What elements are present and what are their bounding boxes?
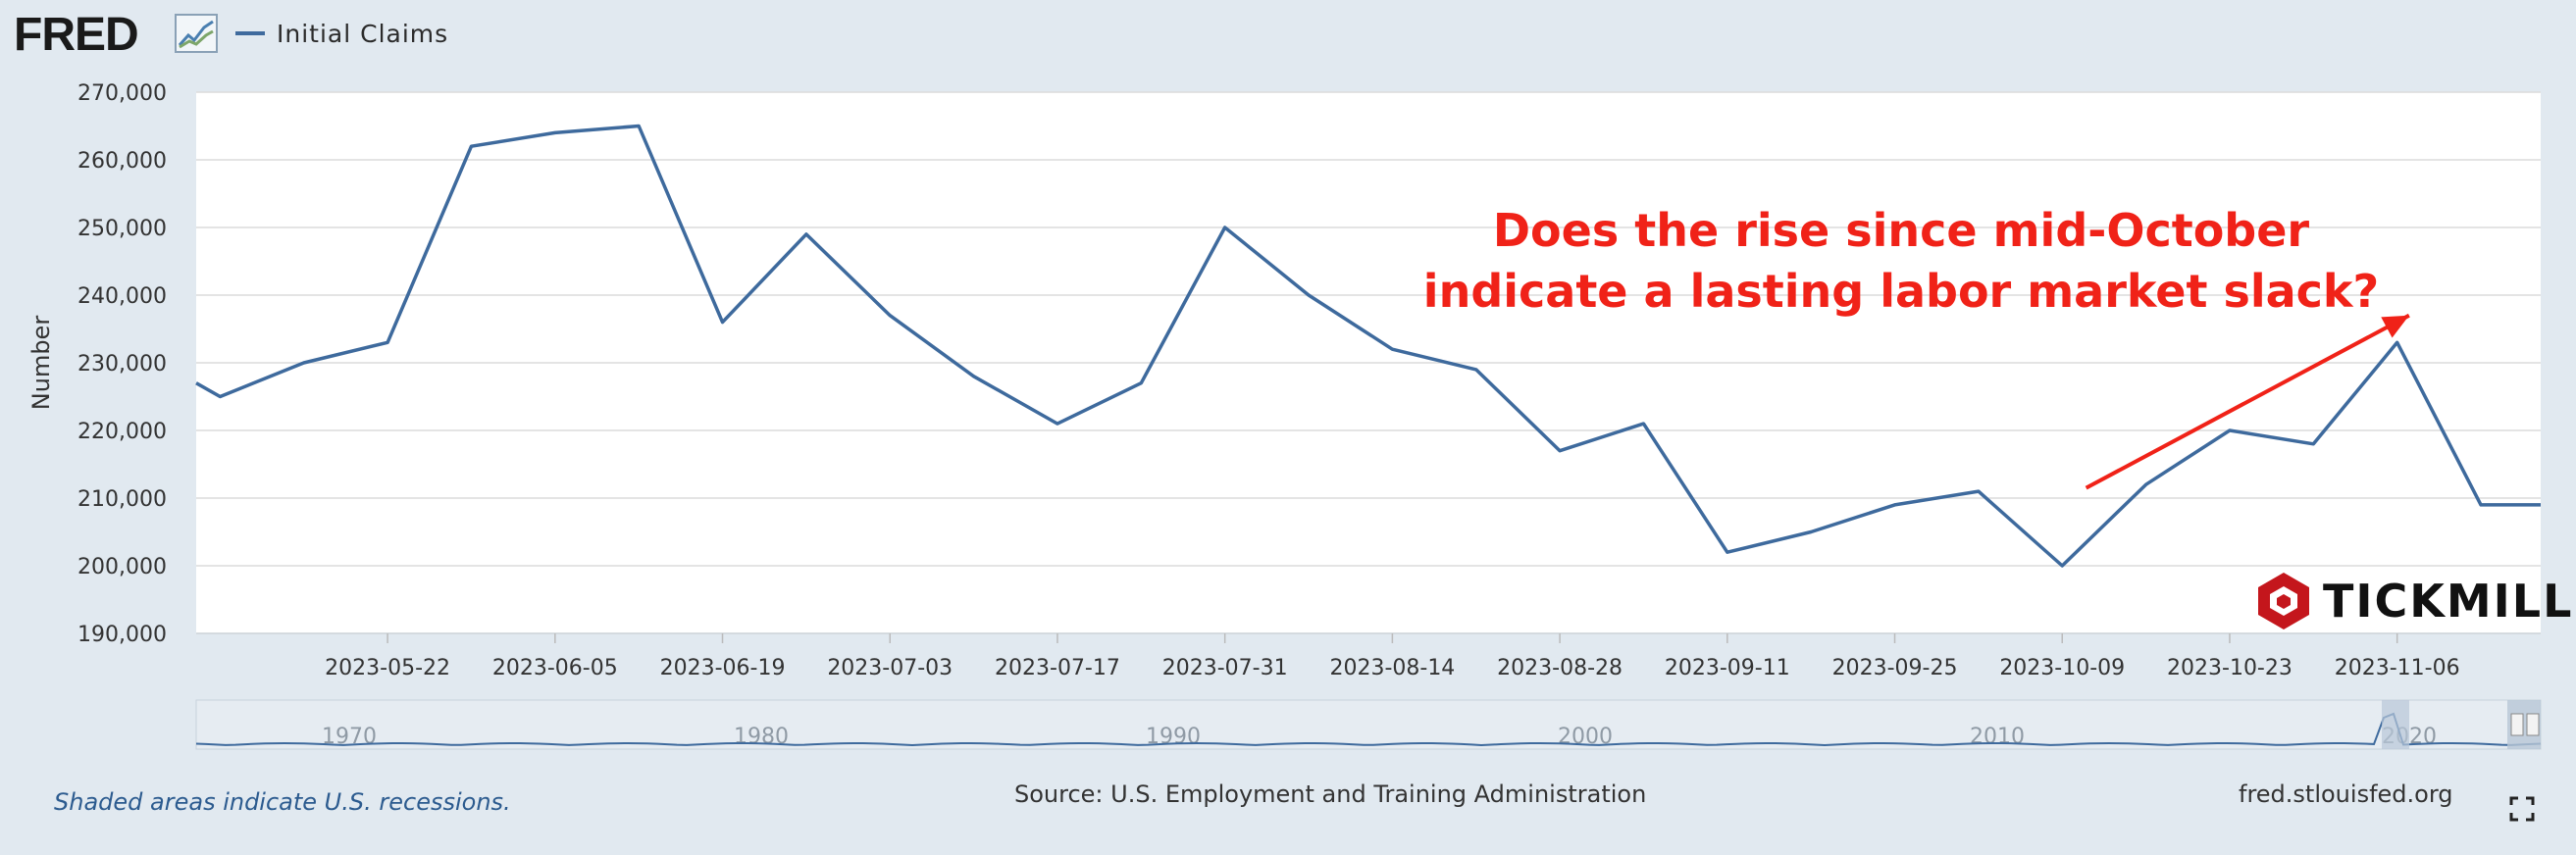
- annotation-line-2: indicate a lasting labor market slack?: [1422, 265, 2380, 318]
- y-axis-label: Number: [27, 316, 55, 411]
- tickmill-watermark: TICKMILL: [2256, 567, 2573, 635]
- y-tick-label: 250,000: [77, 217, 167, 241]
- y-tick-label: 200,000: [77, 555, 167, 579]
- x-tick-label: 2023-05-22: [325, 656, 450, 680]
- x-tick-label: 2023-07-03: [827, 656, 953, 680]
- x-tick-label: 2023-07-17: [995, 656, 1120, 680]
- navigator-recession-shading: [2382, 700, 2409, 749]
- legend[interactable]: Initial Claims: [235, 14, 448, 53]
- x-tick-label: 2023-06-19: [660, 656, 786, 680]
- source-note: Source: U.S. Employment and Training Adm…: [1014, 780, 1647, 808]
- legend-swatch: [235, 31, 265, 35]
- y-tick-label: 270,000: [77, 81, 167, 106]
- fred-logo[interactable]: FRED: [14, 9, 139, 61]
- legend-label: Initial Claims: [277, 19, 449, 48]
- x-tick-label: 2023-11-06: [2335, 656, 2460, 680]
- annotation-arrow-head: [2381, 315, 2409, 338]
- x-tick-label: 2023-10-23: [2167, 656, 2293, 680]
- tickmill-logo-icon: [2258, 573, 2309, 629]
- line-chart-icon: [175, 14, 218, 53]
- chart-header: FRED Initial Claims: [0, 0, 2576, 69]
- navigator-series: [195, 712, 2542, 746]
- x-tick-label: 2023-08-28: [1497, 656, 1623, 680]
- x-tick-label: 2023-09-25: [1832, 656, 1958, 680]
- y-tick-label: 220,000: [77, 420, 167, 444]
- y-tick-label: 210,000: [77, 487, 167, 512]
- fred-url-link[interactable]: fred.stlouisfed.org: [2239, 780, 2453, 808]
- x-tick-label: 2023-08-14: [1329, 656, 1455, 680]
- annotation-line-1: Does the rise since mid-October: [1492, 204, 2310, 257]
- navigator-handle-right[interactable]: [2526, 713, 2540, 736]
- y-tick-label: 240,000: [77, 284, 167, 309]
- navigator-handle-left[interactable]: [2510, 713, 2524, 736]
- navigator[interactable]: [195, 699, 2542, 750]
- x-tick-label: 2023-09-11: [1665, 656, 1790, 680]
- recessions-note: Shaded areas indicate U.S. recessions.: [54, 788, 511, 816]
- y-tick-label: 190,000: [77, 623, 167, 647]
- tickmill-wordmark: TICKMILL: [2323, 575, 2574, 628]
- x-tick-label: 2023-06-05: [492, 656, 618, 680]
- fullscreen-icon[interactable]: [2509, 796, 2535, 822]
- x-tick-label: 2023-10-09: [1999, 656, 2125, 680]
- y-tick-label: 260,000: [77, 149, 167, 174]
- navigator-label: 2010: [1970, 725, 2025, 749]
- navigator-label: 1980: [734, 725, 789, 749]
- annotation-arrow-shaft: [2085, 313, 2410, 490]
- series-line: [195, 124, 2541, 568]
- y-tick-label: 230,000: [77, 352, 167, 377]
- x-tick-label: 2023-07-31: [1162, 656, 1288, 680]
